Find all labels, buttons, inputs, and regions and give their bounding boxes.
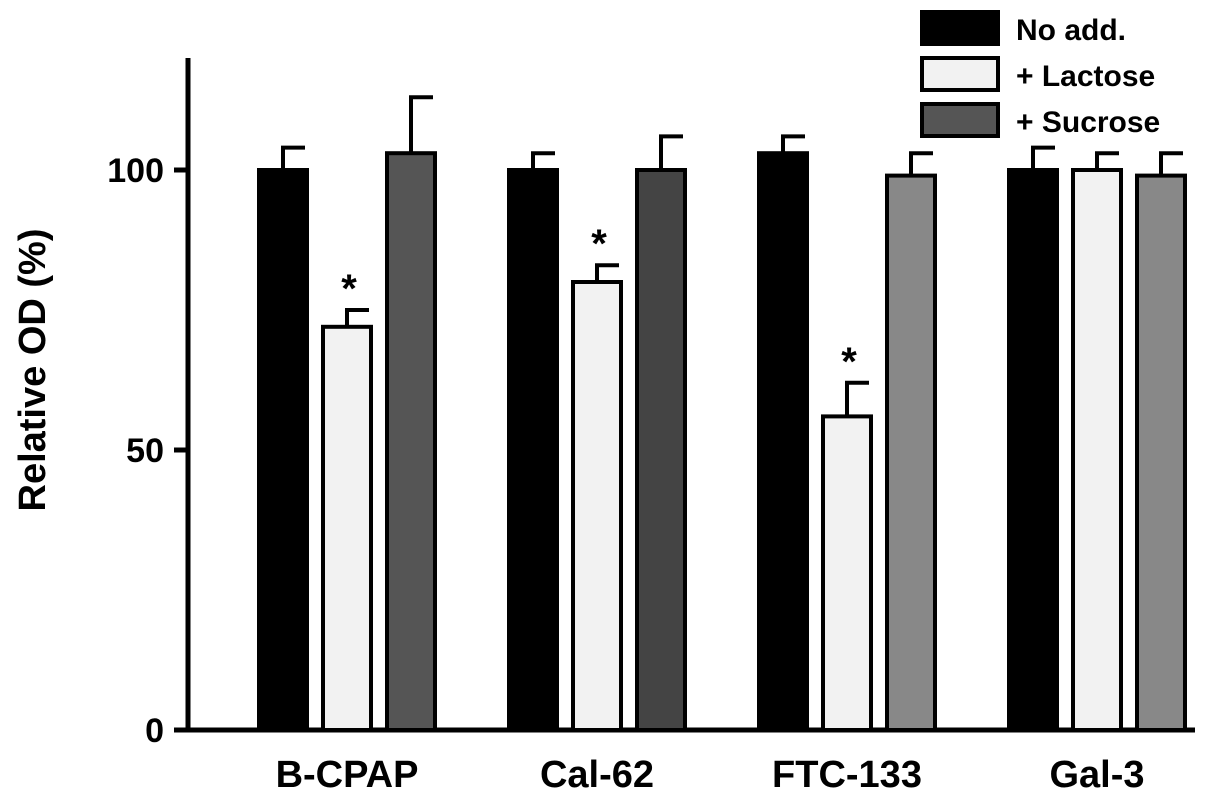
significance-marker: *	[341, 267, 357, 311]
category-labels: B-CPAP Cal-62 FTC-133 Gal-3	[276, 754, 1145, 796]
significance-marker: *	[591, 222, 607, 266]
legend-swatch	[920, 56, 1000, 92]
y-tick-label: 50	[126, 432, 164, 470]
bar	[385, 151, 437, 732]
bar	[1071, 168, 1123, 732]
bar	[507, 168, 559, 732]
significance-marker: *	[841, 340, 857, 384]
category-label: Cal-62	[540, 754, 654, 796]
bar	[635, 168, 687, 732]
y-ticks: 0 50 100	[107, 152, 188, 750]
category-label: FTC-133	[772, 754, 922, 796]
y-tick-label: 100	[107, 152, 164, 190]
bar	[757, 151, 809, 732]
bar	[1007, 168, 1059, 732]
bar	[257, 168, 309, 732]
bar	[885, 173, 937, 733]
legend-label: + Sucrose	[1016, 106, 1160, 139]
legend-label: No add.	[1016, 14, 1126, 47]
y-axis-title: Relative OD (%)	[12, 229, 54, 512]
legend-swatch	[920, 102, 1000, 138]
category-label: B-CPAP	[276, 754, 419, 796]
category-label: Gal-3	[1049, 754, 1144, 796]
bars: * * *	[257, 95, 1187, 733]
bar	[1135, 173, 1187, 733]
y-tick-label: 0	[145, 712, 164, 750]
legend: No add. + Lactose + Sucrose	[920, 10, 1160, 139]
legend-swatch	[920, 10, 1000, 46]
legend-label: + Lactose	[1016, 60, 1155, 93]
bar	[821, 414, 873, 732]
bar	[571, 280, 623, 732]
bar	[321, 324, 373, 732]
